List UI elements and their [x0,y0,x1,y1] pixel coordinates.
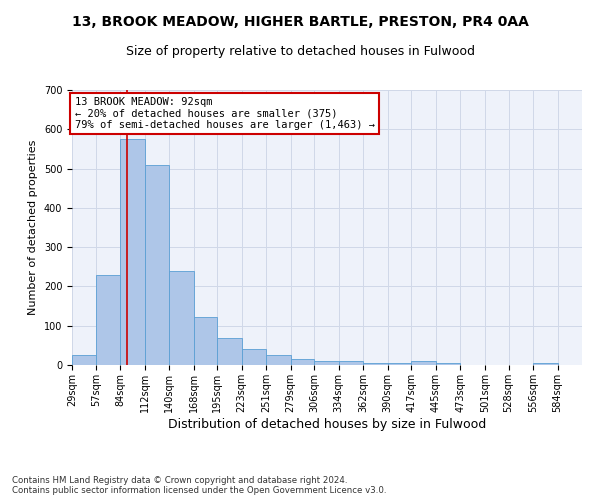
Bar [242,350,266,365]
Text: Contains HM Land Registry data © Crown copyright and database right 2024.
Contai: Contains HM Land Registry data © Crown c… [12,476,386,495]
Text: Size of property relative to detached houses in Fulwood: Size of property relative to detached ho… [125,45,475,58]
Bar [217,338,242,365]
Bar [314,361,339,365]
Text: 13 BROOK MEADOW: 92sqm
← 20% of detached houses are smaller (375)
79% of semi-de: 13 BROOK MEADOW: 92sqm ← 20% of detached… [74,97,374,130]
Bar [194,316,217,365]
Bar [388,363,412,365]
Bar [412,361,436,365]
Bar [120,139,145,365]
Bar [339,361,364,365]
Bar [364,363,388,365]
Bar [266,355,290,365]
Bar [97,274,120,365]
X-axis label: Distribution of detached houses by size in Fulwood: Distribution of detached houses by size … [168,418,486,430]
Text: 13, BROOK MEADOW, HIGHER BARTLE, PRESTON, PR4 0AA: 13, BROOK MEADOW, HIGHER BARTLE, PRESTON… [71,15,529,29]
Bar [533,363,557,365]
Bar [145,164,169,365]
Bar [169,270,194,365]
Y-axis label: Number of detached properties: Number of detached properties [28,140,38,315]
Bar [72,355,97,365]
Bar [436,363,460,365]
Bar [290,359,314,365]
